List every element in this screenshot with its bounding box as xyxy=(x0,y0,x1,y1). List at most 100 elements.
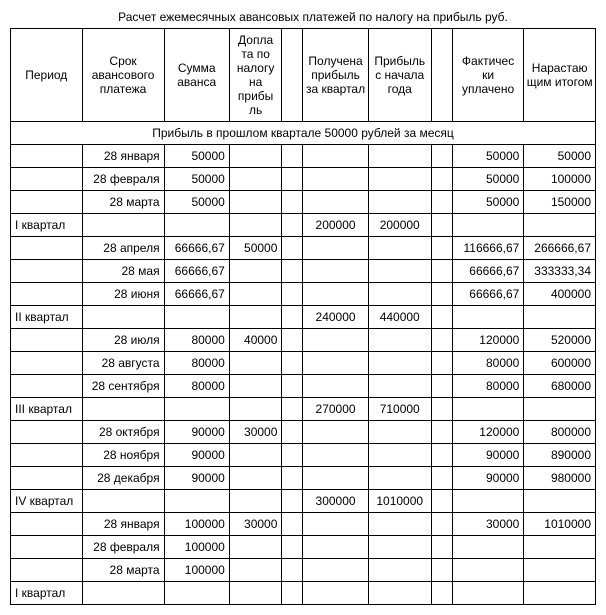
table-row: 28 февраля100000 xyxy=(11,536,596,559)
cell-c8: 66666,67 xyxy=(452,260,524,283)
subheader-text: Прибыль в прошлом квартале 50000 рублей … xyxy=(11,122,596,145)
cell-c9 xyxy=(524,214,596,237)
table-row: II квартал240000440000 xyxy=(11,306,596,329)
table-row: 28 февраля5000050000100000 xyxy=(11,168,596,191)
cell-c1: 28 февраля xyxy=(82,168,164,191)
cell-c3 xyxy=(229,467,282,490)
table-row: 28 апреля66666,6750000116666,67266666,67 xyxy=(11,237,596,260)
cell-c4 xyxy=(282,444,303,467)
cell-c9: 680000 xyxy=(524,375,596,398)
cell-c3: 50000 xyxy=(229,237,282,260)
cell-c6 xyxy=(368,421,431,444)
tax-table: Период Срок авансового платежа Сумма ава… xyxy=(10,28,596,605)
cell-c1: 28 сентября xyxy=(82,375,164,398)
cell-c7 xyxy=(431,214,452,237)
cell-c6 xyxy=(368,168,431,191)
cell-c3 xyxy=(229,398,282,421)
table-row: 28 марта100000 xyxy=(11,559,596,582)
header-actual-paid: Фактичес ки уплачено xyxy=(452,29,524,122)
cell-c2: 100000 xyxy=(164,559,229,582)
cell-c1 xyxy=(82,582,164,605)
cell-c5 xyxy=(303,237,368,260)
cell-c6 xyxy=(368,582,431,605)
cell-c8: 50000 xyxy=(452,168,524,191)
cell-c5 xyxy=(303,191,368,214)
cell-c7 xyxy=(431,145,452,168)
cell-c4 xyxy=(282,260,303,283)
cell-c3 xyxy=(229,306,282,329)
cell-c3: 40000 xyxy=(229,329,282,352)
cell-c5 xyxy=(303,352,368,375)
cell-c7 xyxy=(431,536,452,559)
cell-c3 xyxy=(229,490,282,513)
cell-c6 xyxy=(368,513,431,536)
cell-c0 xyxy=(11,467,83,490)
cell-c4 xyxy=(282,168,303,191)
cell-c2: 66666,67 xyxy=(164,260,229,283)
cell-c3: 30000 xyxy=(229,421,282,444)
cell-c4 xyxy=(282,145,303,168)
cell-c6 xyxy=(368,237,431,260)
cell-c6: 710000 xyxy=(368,398,431,421)
table-row: 28 января10000030000300001010000 xyxy=(11,513,596,536)
cell-c8 xyxy=(452,306,524,329)
cell-c3: 30000 xyxy=(229,513,282,536)
cell-c8: 80000 xyxy=(452,352,524,375)
cell-c7 xyxy=(431,513,452,536)
cell-c7 xyxy=(431,467,452,490)
cell-c5: 270000 xyxy=(303,398,368,421)
cell-c5 xyxy=(303,444,368,467)
table-row: 28 октября9000030000120000800000 xyxy=(11,421,596,444)
cell-c0 xyxy=(11,375,83,398)
cell-c9: 890000 xyxy=(524,444,596,467)
cell-c4 xyxy=(282,467,303,490)
cell-c2: 80000 xyxy=(164,329,229,352)
cell-c9: 100000 xyxy=(524,168,596,191)
cell-c4 xyxy=(282,214,303,237)
cell-c6 xyxy=(368,536,431,559)
cell-c9 xyxy=(524,398,596,421)
cell-c0 xyxy=(11,444,83,467)
cell-c3 xyxy=(229,375,282,398)
cell-c9: 400000 xyxy=(524,283,596,306)
cell-c2 xyxy=(164,214,229,237)
cell-c9 xyxy=(524,536,596,559)
cell-c4 xyxy=(282,191,303,214)
cell-c0 xyxy=(11,421,83,444)
cell-c5 xyxy=(303,145,368,168)
cell-c9 xyxy=(524,306,596,329)
cell-c0 xyxy=(11,237,83,260)
cell-c7 xyxy=(431,421,452,444)
header-advance-sum: Сумма аванса xyxy=(164,29,229,122)
cell-c9: 150000 xyxy=(524,191,596,214)
header-due-date: Срок авансового платежа xyxy=(82,29,164,122)
cell-c3 xyxy=(229,582,282,605)
table-row: III квартал270000710000 xyxy=(11,398,596,421)
cell-c1: 28 января xyxy=(82,145,164,168)
cell-c6: 200000 xyxy=(368,214,431,237)
cell-c3 xyxy=(229,145,282,168)
cell-c5: 300000 xyxy=(303,490,368,513)
cell-c9 xyxy=(524,559,596,582)
cell-c6 xyxy=(368,145,431,168)
cell-c1: 28 июля xyxy=(82,329,164,352)
cell-c3 xyxy=(229,536,282,559)
cell-c5 xyxy=(303,559,368,582)
cell-c5 xyxy=(303,513,368,536)
cell-c2: 66666,67 xyxy=(164,283,229,306)
cell-c8: 90000 xyxy=(452,444,524,467)
cell-c5 xyxy=(303,582,368,605)
header-surcharge: Допла та по налогу на прибы ль xyxy=(229,29,282,122)
cell-c3 xyxy=(229,191,282,214)
cell-c9: 980000 xyxy=(524,467,596,490)
cell-c8: 80000 xyxy=(452,375,524,398)
cell-c1: 28 января xyxy=(82,513,164,536)
cell-c9: 1010000 xyxy=(524,513,596,536)
cell-c6 xyxy=(368,283,431,306)
cell-c4 xyxy=(282,490,303,513)
cell-c6: 440000 xyxy=(368,306,431,329)
cell-c4 xyxy=(282,306,303,329)
cell-c8: 120000 xyxy=(452,421,524,444)
cell-c7 xyxy=(431,375,452,398)
cell-c6 xyxy=(368,444,431,467)
